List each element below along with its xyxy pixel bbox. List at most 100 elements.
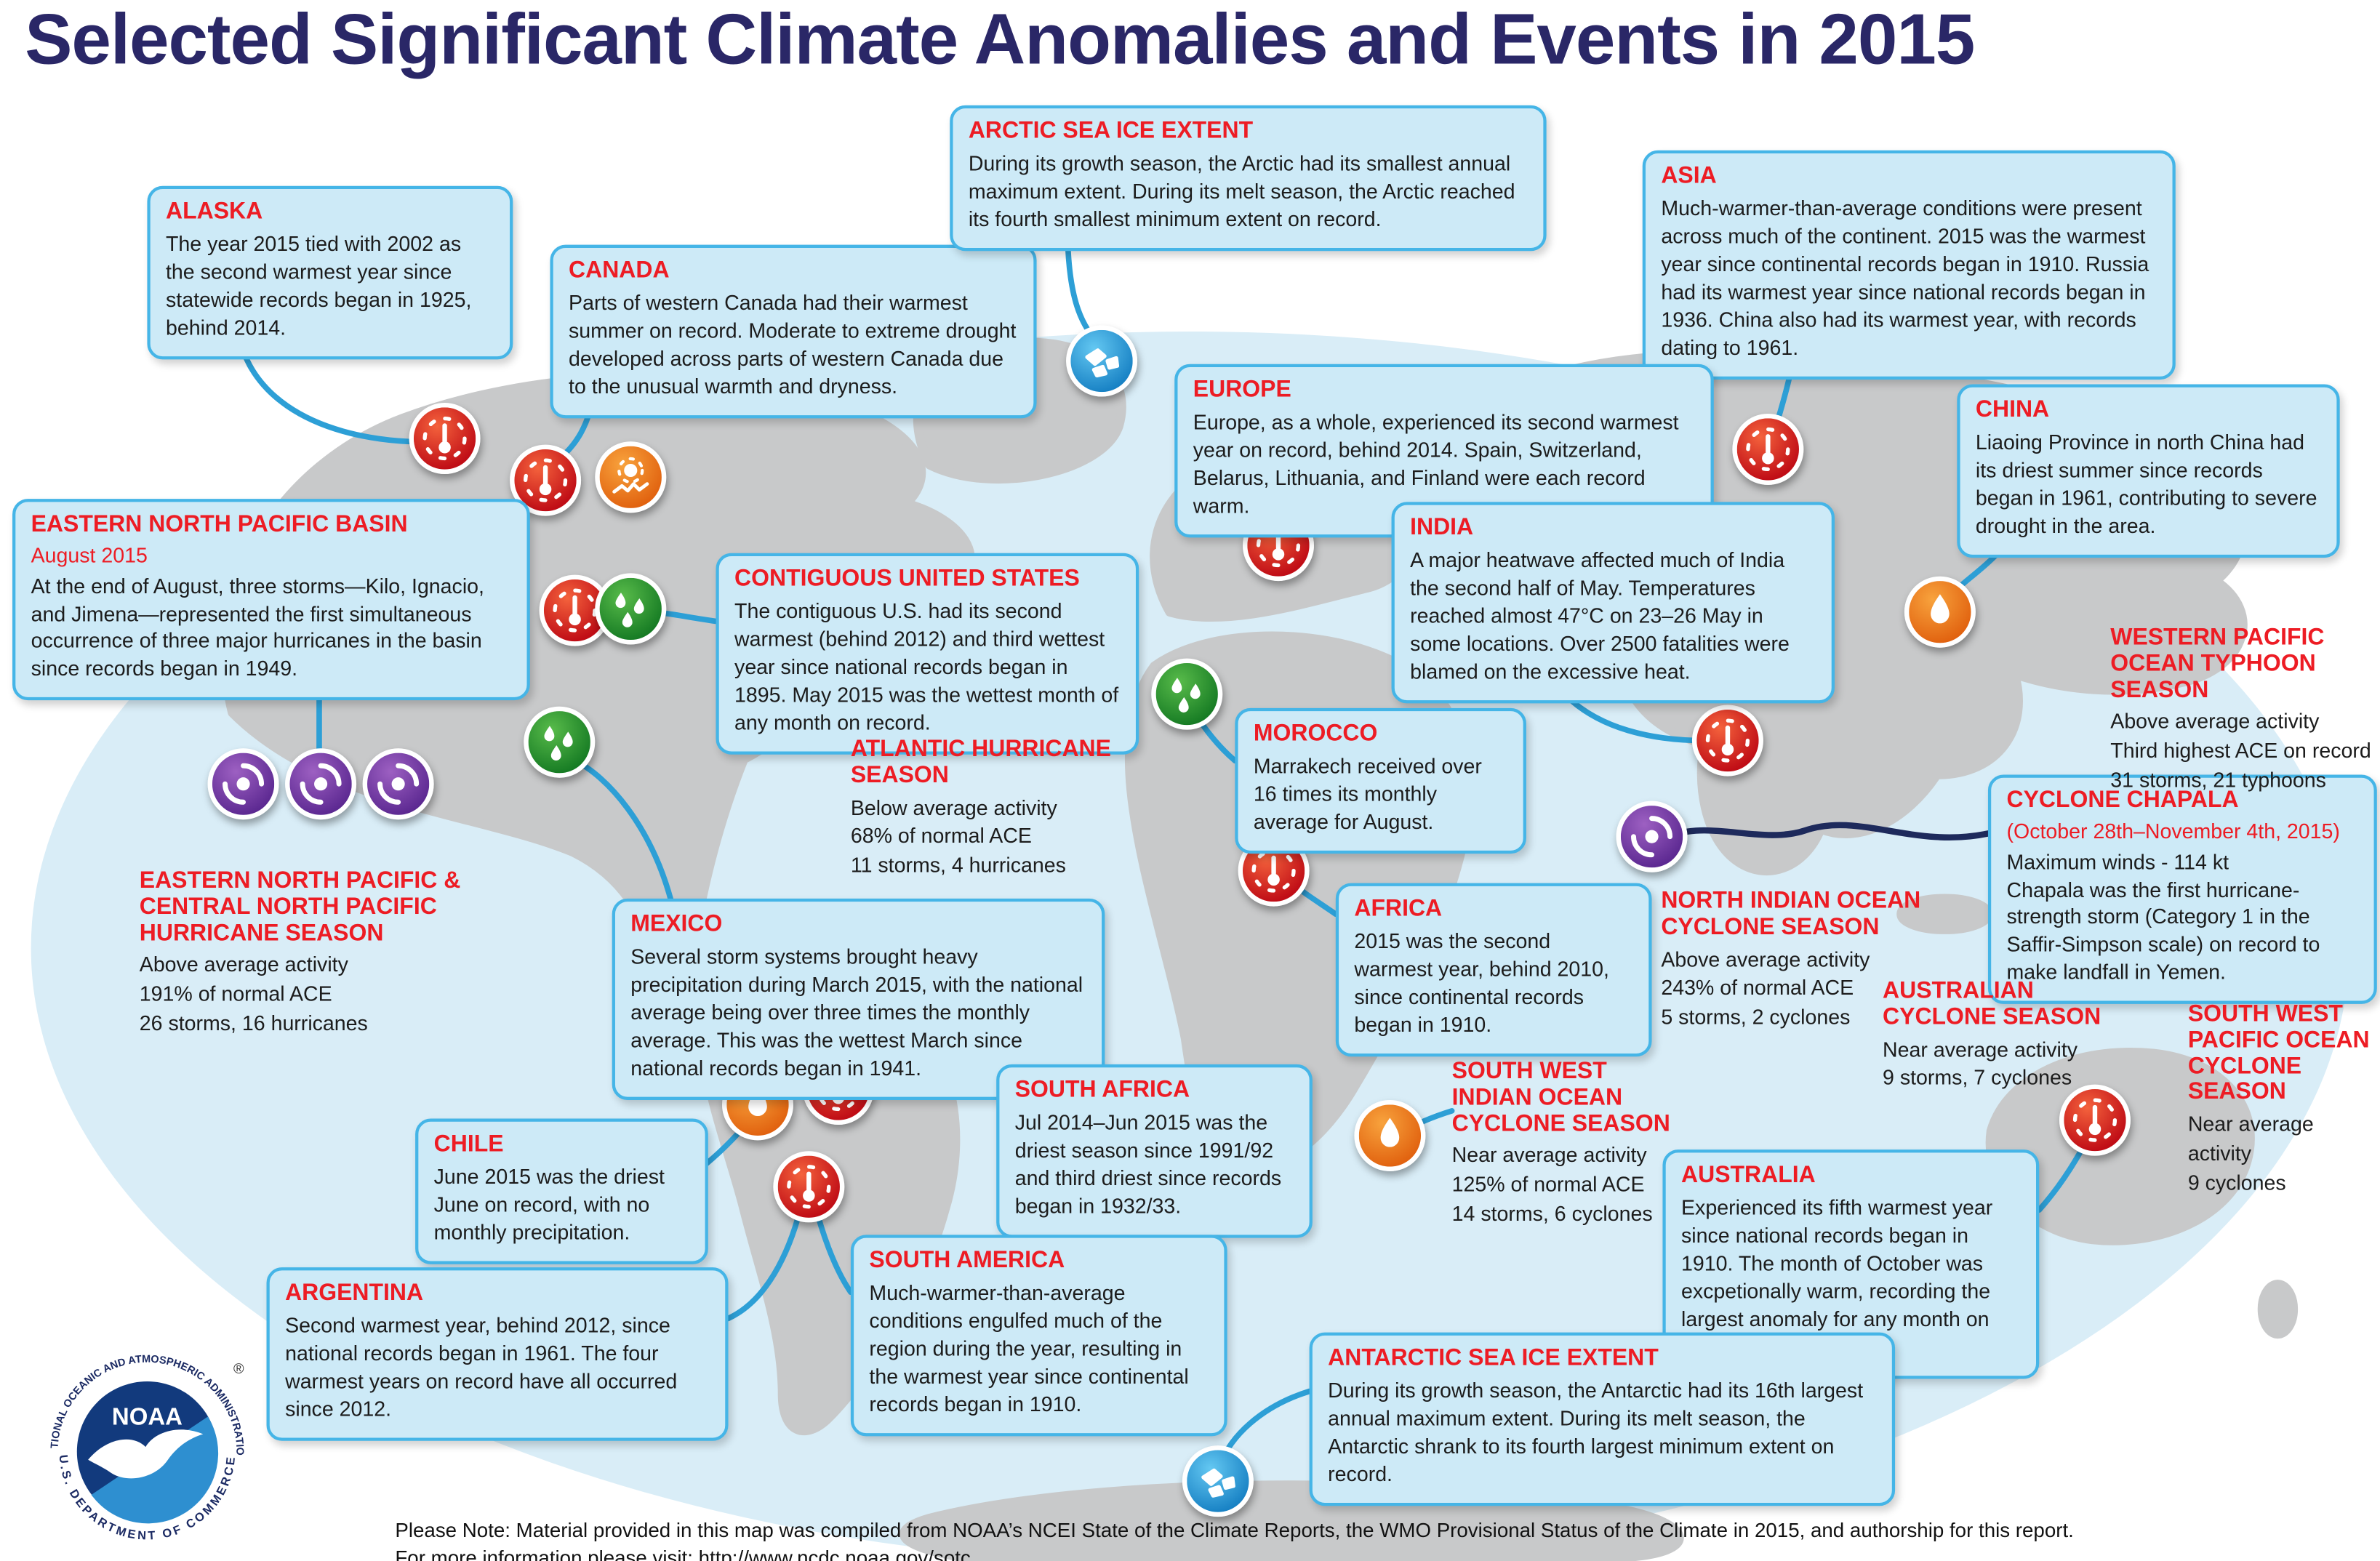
callout-morocco: MOROCCO Marrakech received over 16 times… [1235, 707, 1526, 854]
label-atlantic-hurricane-season: ATLANTIC HURRICANE SEASON Below average … [851, 737, 1114, 881]
label-stats: Near average activity 9 cyclones [2187, 1112, 2314, 1195]
callout-body: Much-warmer-than-average conditions were… [1661, 196, 2149, 359]
label-heading: ATLANTIC HURRICANE SEASON [850, 736, 1111, 789]
connector-mexico [572, 758, 674, 903]
callout-south-america: SOUTH AMERICA Much-warmer-than-average c… [850, 1235, 1227, 1436]
cyclone-icon [207, 748, 279, 820]
label-heading: NORTH INDIAN OCEAN CYCLONE SEASON [1661, 888, 1921, 941]
callout-india: INDIA A major heatwave affected much of … [1391, 502, 1835, 703]
connector-conus [663, 611, 719, 625]
label-south-west-pacific-cyclone-season: SOUTH WEST PACIFIC OCEAN CYCLONE SEASON … [2187, 1000, 2377, 1199]
chapala-storm-track [1670, 822, 1992, 841]
callout-body: 2015 was the second warmest year, behind… [1354, 929, 1609, 1036]
noaa-logo: NATIONAL OCEANIC AND ATMOSPHERIC ADMINIS… [39, 1339, 252, 1561]
callout-chile: CHILE June 2015 was the driest June on r… [415, 1118, 708, 1264]
thermometer-icon [1732, 413, 1804, 485]
label-heading: AUSTRALIAN CYCLONE SEASON [1883, 977, 2101, 1030]
callout-body: Second warmest year, behind 2012, since … [285, 1313, 678, 1421]
callout-body: A major heatwave affected much of India … [1410, 547, 1790, 683]
callout-heading: SOUTH AMERICA [869, 1247, 1065, 1274]
label-heading: SOUTH WEST PACIFIC OCEAN CYCLONE SEASON [2187, 1000, 2370, 1106]
footer-note: Please Note: Material provided in this m… [395, 1518, 2074, 1542]
sea-ice-icon [1182, 1445, 1254, 1517]
label-heading: EASTERN NORTH PACIFIC & CENTRAL NORTH PA… [139, 867, 461, 947]
label-stats: Above average activity Third highest ACE… [2110, 710, 2371, 792]
raindrops-icon [595, 573, 667, 645]
cyclone-icon [362, 748, 434, 820]
callout-subheading: (October 28th–November 4th, 2015) [2006, 819, 2340, 843]
callout-body: June 2015 was the driest June on record,… [433, 1165, 665, 1244]
label-eastern-central-north-pacific-hurricane-season: EASTERN NORTH PACIFIC & CENTRAL NORTH PA… [139, 867, 465, 1039]
footer-more-info: For more information please visit: http:… [395, 1545, 971, 1561]
callout-alaska: ALASKA The year 2015 tied with 2002 as t… [147, 185, 513, 359]
callout-heading: ARGENTINA [285, 1280, 424, 1307]
cyclone-icon [285, 748, 357, 820]
island [2257, 1280, 2299, 1339]
raindrops-icon [1151, 658, 1223, 730]
callout-body: During its growth season, the Arctic had… [968, 151, 1515, 230]
callout-heading: CHILE [433, 1131, 504, 1157]
callout-heading: ANTARCTIC SEA ICE EXTENT [1328, 1344, 1659, 1371]
callout-heading: MEXICO [630, 910, 723, 938]
callout-china: CHINA Liaoing Province in north China ha… [1957, 384, 2340, 558]
callout-argentina: ARGENTINA Second warmest year, behind 20… [266, 1267, 729, 1440]
label-western-pacific-typhoon-season: WESTERN PACIFIC OCEAN TYPHOON SEASON Abo… [2110, 624, 2380, 796]
callout-body: The year 2015 tied with 2002 as the seco… [166, 232, 472, 339]
callout-body: Marrakech received over 16 times its mon… [1253, 754, 1482, 833]
callout-heading: CONTIGUOUS UNITED STATES [734, 565, 1080, 593]
callout-heading: SOUTH AFRICA [1014, 1076, 1190, 1104]
callout-heading: ASIA [1661, 162, 1717, 189]
callout-body: The contiguous U.S. had its second warme… [734, 599, 1119, 734]
label-heading: SOUTH WEST INDIAN OCEAN CYCLONE SEASON [1451, 1058, 1670, 1137]
callout-body: Much-warmer-than-average conditions engu… [869, 1280, 1189, 1416]
label-stats: Below average activity 68% of normal ACE… [850, 795, 1066, 878]
water-drop-icon [1904, 576, 1976, 648]
callout-heading: EUROPE [1193, 376, 1291, 404]
callout-heading: CHINA [1975, 396, 2050, 423]
callout-heading: EASTERN NORTH PACIFIC BASIN [31, 511, 408, 538]
label-south-west-indian-ocean-cyclone-season: SOUTH WEST INDIAN OCEAN CYCLONE SEASON N… [1451, 1058, 1691, 1230]
callout-heading: MOROCCO [1253, 720, 1378, 747]
callout-asia: ASIA Much-warmer-than-average conditions… [1642, 150, 2176, 380]
callout-body: Several storm systems brought heavy prec… [630, 944, 1083, 1080]
callout-canada: CANADA Parts of western Canada had their… [550, 244, 1037, 418]
callout-body: Maximum winds - 114 kt Chapala was the f… [2006, 849, 2320, 984]
thermometer-icon [1691, 705, 1763, 777]
callout-body: Liaoing Province in north China had its … [1975, 430, 2317, 537]
page-title: Selected Significant Climate Anomalies a… [25, 0, 1975, 79]
callout-antarctic-sea-ice: ANTARCTIC SEA ICE EXTENT During its grow… [1309, 1332, 1896, 1506]
callout-heading: AUSTRALIA [1681, 1162, 1816, 1189]
callout-africa: AFRICA 2015 was the second warmest year,… [1335, 883, 1652, 1056]
callout-heading: ARCTIC SEA ICE EXTENT [968, 117, 1254, 145]
thermometer-icon [773, 1151, 845, 1223]
callout-body: At the end of August, three storms—Kilo,… [31, 574, 484, 681]
callout-eastern-north-pacific-basin: EASTERN NORTH PACIFIC BASIN August 2015 … [12, 499, 530, 701]
logo-noaa-text: NOAA [112, 1403, 183, 1429]
thermometer-icon [2059, 1084, 2131, 1156]
label-stats: Near average activity 125% of normal ACE… [1451, 1144, 1653, 1226]
callout-heading: AFRICA [1354, 895, 1443, 922]
callout-contiguous-united-states: CONTIGUOUS UNITED STATES The contiguous … [716, 553, 1139, 754]
callout-arctic-sea-ice: ARCTIC SEA ICE EXTENT During its growth … [950, 105, 1547, 251]
cyclone-icon [1616, 800, 1688, 872]
label-australian-cyclone-season: AUSTRALIAN CYCLONE SEASON Near average a… [1883, 977, 2152, 1094]
footer: Please Note: Material provided in this m… [395, 1517, 2073, 1561]
callout-body: During its growth season, the Antarctic … [1328, 1379, 1864, 1485]
label-stats: Above average activity 191% of normal AC… [139, 953, 368, 1035]
callout-south-africa: SOUTH AFRICA Jul 2014–Jun 2015 was the d… [996, 1064, 1313, 1237]
callout-body: Parts of western Canada had their warmes… [569, 291, 1017, 398]
callout-heading: ALASKA [166, 198, 263, 225]
callout-heading: CANADA [569, 257, 670, 284]
sun-cracked-earth-icon [595, 441, 667, 513]
thermometer-icon [409, 403, 481, 475]
callout-subheading: August 2015 [31, 543, 148, 567]
logo-registered-mark: ® [233, 1361, 244, 1377]
raindrops-icon [524, 706, 596, 778]
label-heading: WESTERN PACIFIC OCEAN TYPHOON SEASON [2110, 624, 2325, 703]
callout-heading: INDIA [1410, 514, 1474, 541]
label-stats: Near average activity 9 storms, 7 cyclon… [1883, 1037, 2078, 1090]
callout-cyclone-chapala: CYCLONE CHAPALA (October 28th–November 4… [1987, 774, 2377, 1005]
sea-ice-icon [1066, 325, 1138, 397]
